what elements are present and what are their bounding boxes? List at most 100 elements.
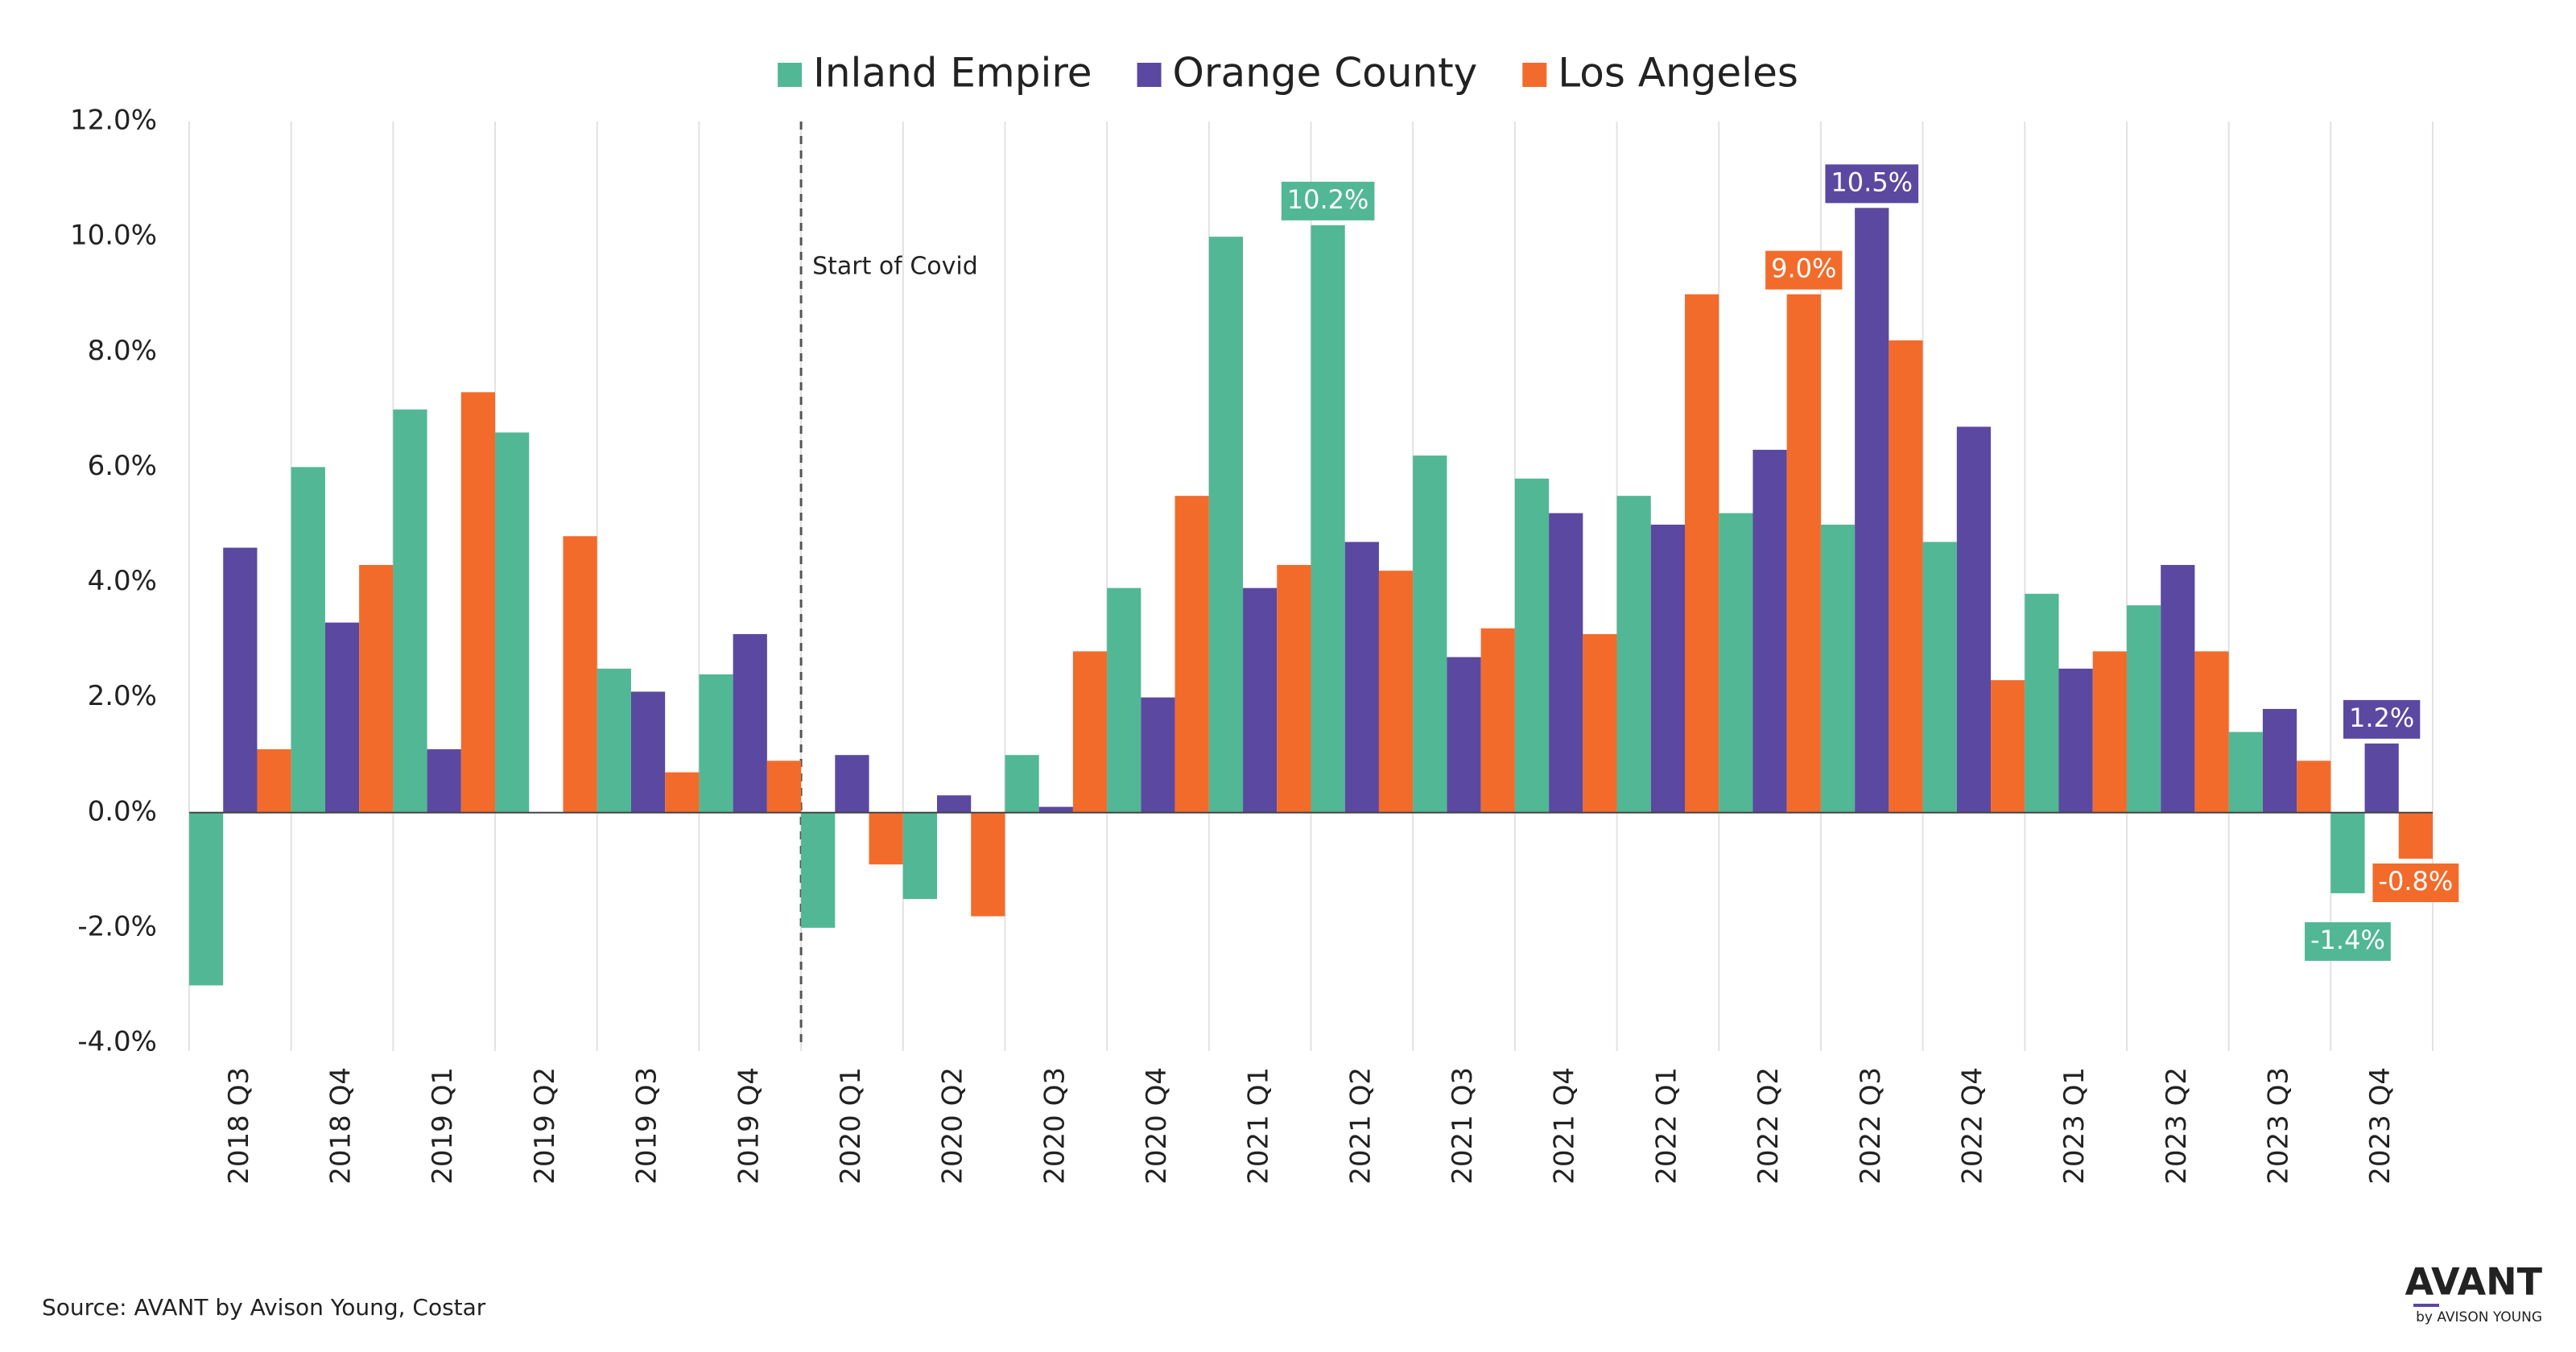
bar	[1583, 633, 1617, 813]
bar	[495, 432, 530, 813]
x-tick-label: 2021 Q1	[1243, 1067, 1275, 1185]
bar	[665, 772, 700, 813]
bar	[1855, 208, 1889, 813]
value-label-text: 10.5%	[1831, 167, 1913, 197]
value-label-box	[1281, 181, 1375, 221]
value-label-text: 1.2%	[2349, 703, 2414, 733]
value-label: 1.2%	[2343, 699, 2421, 739]
bar	[1922, 542, 1957, 813]
value-label-box	[2343, 699, 2421, 739]
value-label-text: -0.8%	[2378, 866, 2453, 897]
legend-label: Orange County	[1173, 50, 1478, 97]
bar	[1447, 657, 1481, 813]
bar	[2297, 760, 2331, 813]
bar	[597, 668, 631, 813]
legend-swatch	[1137, 63, 1162, 87]
x-tick-label: 2019 Q2	[529, 1067, 561, 1185]
x-tick-label: 2022 Q4	[1956, 1067, 1988, 1185]
bar	[1820, 524, 1856, 813]
logo-subtitle: by AVISON YOUNG	[2416, 1309, 2542, 1325]
bar	[359, 565, 394, 813]
bar	[1174, 496, 1209, 813]
x-tick-label: 2022 Q2	[1752, 1067, 1785, 1185]
bar	[189, 812, 224, 986]
x-tick-label: 2020 Q4	[1141, 1067, 1173, 1185]
value-label: -0.8%	[2372, 864, 2459, 902]
value-label-box	[1825, 164, 1919, 204]
bar	[2228, 732, 2263, 813]
bar	[2330, 812, 2365, 893]
y-tick-label: 0.0%	[88, 795, 157, 827]
x-tick-label: 2023 Q1	[2058, 1067, 2091, 1185]
legend: Inland Empire Orange County Los Angeles	[778, 50, 1798, 97]
x-tick-label: 2022 Q1	[1650, 1067, 1682, 1185]
y-tick-label: 12.0%	[70, 105, 157, 137]
bar	[1616, 496, 1651, 813]
bar	[223, 547, 258, 813]
x-tick-label: 2020 Q2	[937, 1067, 969, 1185]
legend-swatch	[778, 63, 803, 87]
value-label-text: 10.2%	[1287, 184, 1369, 215]
bar	[2364, 743, 2399, 813]
bar	[1719, 513, 1753, 813]
bar	[2194, 651, 2229, 813]
bar	[1072, 651, 1108, 813]
x-tick-label: 2023 Q2	[2161, 1067, 2193, 1185]
bar	[1650, 524, 1685, 813]
bar	[971, 812, 1005, 917]
legend-label: Los Angeles	[1558, 50, 1798, 97]
bar	[1208, 237, 1244, 813]
bar	[1752, 449, 1787, 813]
bar	[1786, 294, 1821, 813]
y-tick-label: 10.0%	[70, 220, 157, 252]
bar	[1344, 542, 1379, 813]
bar	[1480, 628, 1515, 813]
x-tick-label: 2023 Q3	[2262, 1067, 2294, 1185]
legend-swatch	[1522, 63, 1547, 87]
y-tick-label: -4.0%	[77, 1026, 157, 1058]
bar	[1107, 587, 1141, 813]
bar	[563, 536, 597, 813]
bar	[1685, 294, 1719, 813]
y-tick-label: -2.0%	[77, 910, 157, 942]
bar	[1243, 587, 1278, 813]
bar	[869, 812, 903, 865]
value-label-text: -1.4%	[2310, 925, 2385, 955]
bar	[1413, 455, 1447, 813]
bar	[1141, 697, 1175, 813]
bar	[324, 622, 360, 813]
value-label: 10.2%	[1281, 181, 1375, 221]
bar	[2092, 651, 2127, 813]
value-label-box	[2305, 921, 2391, 961]
bar	[291, 467, 325, 813]
bar	[2262, 708, 2297, 813]
value-label: -1.4%	[2305, 921, 2391, 961]
bar	[1549, 513, 1583, 813]
x-tick-label: 2022 Q3	[1855, 1067, 1887, 1185]
x-tick-label: 2018 Q3	[223, 1067, 255, 1185]
bar	[1991, 680, 2025, 813]
y-tick-label: 6.0%	[88, 450, 157, 482]
bar	[1378, 571, 1414, 813]
x-tick-label: 2020 Q3	[1038, 1067, 1071, 1185]
y-tick-label: 2.0%	[88, 680, 157, 712]
bar	[1005, 755, 1039, 813]
bar	[2126, 605, 2161, 813]
value-label-box	[2372, 864, 2459, 902]
y-tick-label: 8.0%	[88, 335, 157, 367]
bar	[801, 812, 836, 928]
bar	[257, 749, 291, 813]
y-tick-label: 4.0%	[88, 565, 157, 597]
value-label-text: 9.0%	[1771, 254, 1836, 284]
bar	[2025, 593, 2059, 813]
value-label: 9.0%	[1765, 250, 1843, 290]
bar	[766, 760, 802, 813]
x-tick-label: 2021 Q2	[1344, 1067, 1377, 1185]
bar	[630, 691, 666, 813]
x-tick-label: 2019 Q1	[427, 1067, 459, 1185]
bar	[2398, 812, 2433, 859]
x-tick-label: 2023 Q4	[2364, 1067, 2396, 1185]
bar	[1956, 427, 1992, 813]
x-tick-label: 2021 Q3	[1447, 1067, 1479, 1185]
